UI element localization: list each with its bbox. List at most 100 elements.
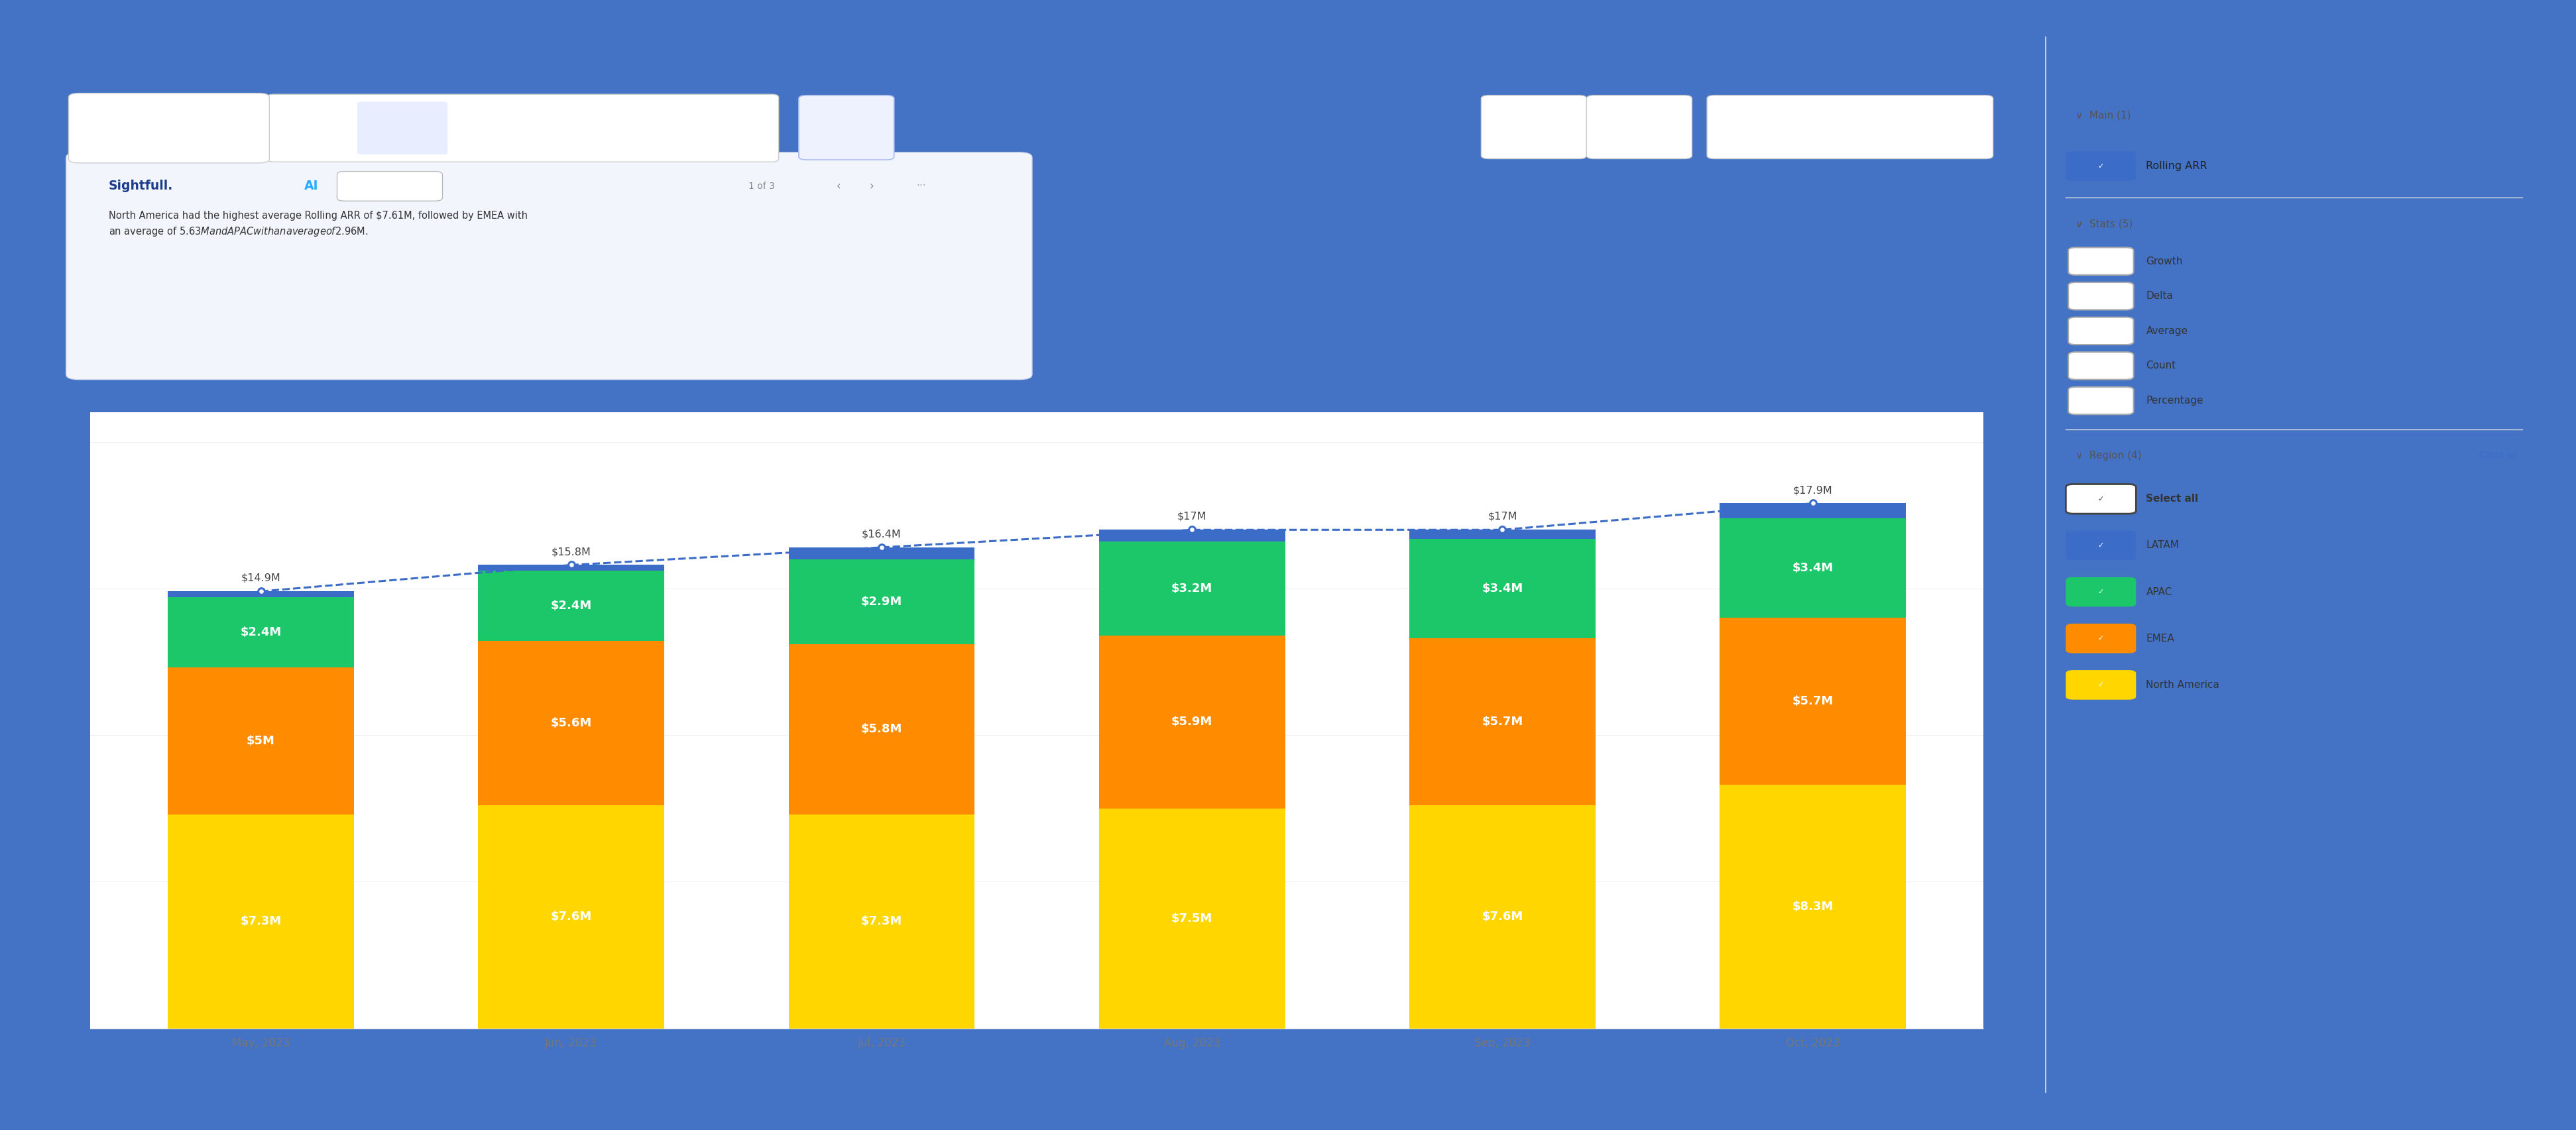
FancyBboxPatch shape bbox=[2066, 670, 2136, 699]
FancyBboxPatch shape bbox=[2069, 247, 2133, 275]
Text: Growth: Growth bbox=[2146, 257, 2182, 267]
Text: $2.9M: $2.9M bbox=[860, 596, 902, 608]
Bar bbox=[167, 591, 353, 597]
Bar bbox=[1721, 785, 1906, 1028]
Text: North America: North America bbox=[2146, 680, 2221, 689]
Text: $7.3M: $7.3M bbox=[860, 915, 902, 928]
Text: ✓: ✓ bbox=[2097, 542, 2105, 549]
Text: $7.5M: $7.5M bbox=[1172, 912, 1213, 924]
Text: AI: AI bbox=[304, 180, 319, 192]
Text: EMEA: EMEA bbox=[2146, 634, 2174, 643]
Bar bbox=[1100, 530, 1285, 541]
Bar bbox=[1409, 638, 1595, 806]
Bar bbox=[167, 597, 353, 668]
FancyBboxPatch shape bbox=[2066, 577, 2136, 607]
Text: APAC: APAC bbox=[2146, 586, 2172, 597]
Text: ✓: ✓ bbox=[2097, 589, 2105, 596]
Text: Sightfull.: Sightfull. bbox=[108, 180, 173, 192]
Text: Stacked column: Stacked column bbox=[1790, 115, 1868, 125]
FancyBboxPatch shape bbox=[2066, 531, 2136, 560]
Text: $7.3M: $7.3M bbox=[240, 915, 281, 928]
Text: ◈: ◈ bbox=[1636, 115, 1643, 127]
FancyBboxPatch shape bbox=[67, 153, 1033, 380]
Text: North America had the highest average Rolling ARR of $7.61M, followed by EMEA wi: North America had the highest average Ro… bbox=[108, 210, 528, 237]
Text: 6M: 6M bbox=[394, 115, 412, 125]
Bar bbox=[479, 571, 665, 641]
Bar bbox=[479, 565, 665, 571]
Text: ✓: ✓ bbox=[2097, 363, 2105, 370]
FancyBboxPatch shape bbox=[2069, 386, 2133, 415]
Text: LQ: LQ bbox=[636, 115, 649, 125]
Bar bbox=[1409, 530, 1595, 539]
Text: Select all: Select all bbox=[2146, 494, 2197, 504]
Text: $5.7M: $5.7M bbox=[1793, 695, 1834, 707]
Text: 12M: 12M bbox=[312, 115, 332, 125]
Bar bbox=[1100, 635, 1285, 808]
Text: ▾: ▾ bbox=[1965, 116, 1971, 125]
Text: Clear all: Clear all bbox=[2481, 451, 2517, 460]
Text: $5.8M: $5.8M bbox=[860, 723, 902, 736]
Bar bbox=[788, 547, 974, 559]
FancyBboxPatch shape bbox=[2066, 624, 2136, 653]
Bar bbox=[167, 668, 353, 815]
Bar bbox=[1100, 541, 1285, 635]
FancyBboxPatch shape bbox=[2066, 484, 2136, 514]
Text: $17.9M: $17.9M bbox=[1793, 485, 1832, 495]
Text: ∨  Stats (5): ∨ Stats (5) bbox=[2076, 219, 2133, 229]
Bar bbox=[1409, 806, 1595, 1028]
Text: Delta: Delta bbox=[2146, 292, 2174, 301]
Text: ‹: ‹ bbox=[837, 180, 840, 192]
Text: $16.4M: $16.4M bbox=[863, 529, 902, 539]
Text: ✓: ✓ bbox=[2097, 398, 2105, 405]
Bar bbox=[1721, 503, 1906, 518]
FancyBboxPatch shape bbox=[358, 102, 448, 155]
Bar bbox=[167, 815, 353, 1028]
Text: ∨  Main (1): ∨ Main (1) bbox=[2076, 111, 2130, 121]
FancyBboxPatch shape bbox=[2069, 282, 2133, 310]
FancyBboxPatch shape bbox=[337, 172, 443, 201]
Text: Count: Count bbox=[2146, 360, 2177, 371]
Text: $17M: $17M bbox=[1489, 512, 1517, 522]
Text: ›: › bbox=[868, 180, 873, 192]
Text: $17M: $17M bbox=[1177, 512, 1206, 522]
Text: ✓: ✓ bbox=[2097, 163, 2105, 170]
Bar bbox=[1409, 539, 1595, 638]
Text: ✓: ✓ bbox=[2097, 293, 2105, 299]
Text: $15.8M: $15.8M bbox=[551, 547, 590, 557]
Text: $7.6M: $7.6M bbox=[551, 911, 592, 923]
Text: $14.9M: $14.9M bbox=[242, 573, 281, 583]
Text: CQ: CQ bbox=[716, 115, 732, 125]
Text: $2.4M: $2.4M bbox=[551, 600, 592, 612]
Text: 3M: 3M bbox=[474, 115, 489, 125]
FancyBboxPatch shape bbox=[70, 93, 270, 163]
Bar bbox=[1721, 518, 1906, 618]
Bar bbox=[788, 644, 974, 815]
Text: $2.4M: $2.4M bbox=[240, 626, 281, 638]
Text: $7.6M: $7.6M bbox=[1481, 911, 1522, 923]
Text: $8.3M: $8.3M bbox=[1793, 901, 1834, 913]
FancyBboxPatch shape bbox=[2066, 151, 2136, 181]
Text: $3.4M: $3.4M bbox=[1793, 562, 1834, 574]
FancyBboxPatch shape bbox=[1481, 95, 1587, 158]
Bar bbox=[479, 806, 665, 1028]
Text: 1 of 3: 1 of 3 bbox=[750, 182, 775, 191]
FancyBboxPatch shape bbox=[2069, 353, 2133, 380]
FancyBboxPatch shape bbox=[1708, 95, 1994, 158]
Bar bbox=[788, 559, 974, 644]
Text: ✓: ✓ bbox=[2097, 635, 2105, 642]
FancyBboxPatch shape bbox=[799, 95, 894, 159]
Text: ▦: ▦ bbox=[1747, 116, 1757, 125]
Text: ⊙: ⊙ bbox=[1530, 115, 1538, 127]
Text: ✓: ✓ bbox=[2097, 681, 2105, 688]
Text: ✦: ✦ bbox=[842, 115, 850, 127]
Text: Percentage: Percentage bbox=[2146, 396, 2202, 406]
Bar bbox=[1721, 618, 1906, 785]
Text: $5.6M: $5.6M bbox=[551, 718, 592, 729]
Text: ✓: ✓ bbox=[2097, 328, 2105, 334]
FancyBboxPatch shape bbox=[268, 94, 778, 162]
FancyBboxPatch shape bbox=[2069, 318, 2133, 345]
Bar bbox=[479, 641, 665, 806]
Text: LATAM: LATAM bbox=[2146, 540, 2179, 550]
Text: CM: CM bbox=[554, 115, 572, 125]
Text: Rolling ARR: Rolling ARR bbox=[2146, 162, 2208, 171]
